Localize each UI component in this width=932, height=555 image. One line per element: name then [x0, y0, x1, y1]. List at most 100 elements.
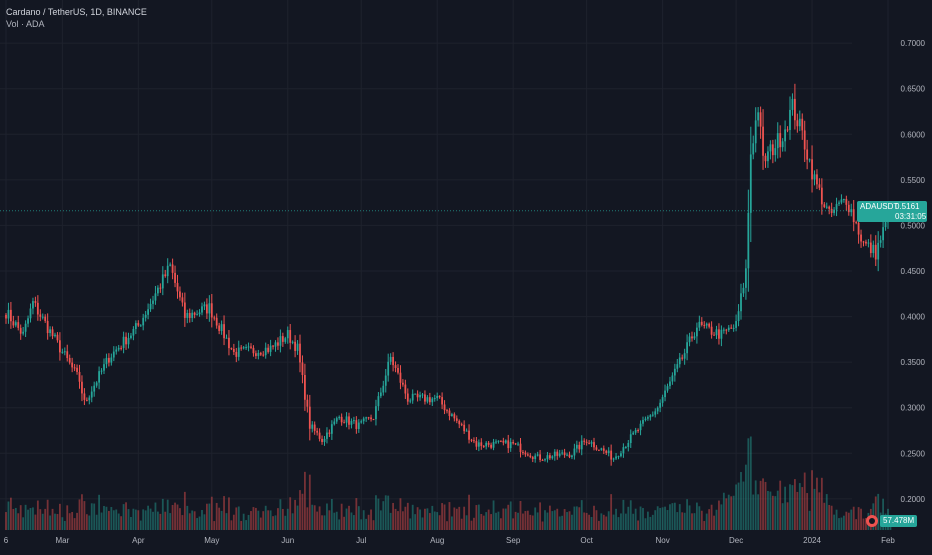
- volume-bar: [698, 506, 701, 530]
- volume-bar: [36, 500, 39, 530]
- volume-bar: [367, 514, 370, 530]
- candle-body: [100, 370, 103, 372]
- candle-body: [779, 133, 782, 148]
- volume-bar: [350, 512, 353, 530]
- volume-bar: [708, 509, 711, 530]
- candle-body: [424, 394, 426, 402]
- candle-body: [820, 187, 823, 205]
- candle-body: [696, 327, 698, 337]
- candle-body: [210, 303, 213, 318]
- candle-body: [541, 459, 544, 461]
- volume-bar: [607, 511, 610, 530]
- volume-bar: [659, 507, 662, 530]
- candle-body: [855, 222, 858, 224]
- volume-bar: [811, 470, 813, 530]
- candle-body: [745, 268, 747, 288]
- candle-body: [818, 184, 821, 188]
- candle-body: [796, 120, 799, 127]
- candle-body: [776, 133, 779, 149]
- price-axis[interactable]: 0.7000 0.6500 0.6000 0.5500 0.5000 0.4500 0.40…: [901, 39, 926, 504]
- candle-body: [237, 347, 240, 357]
- candle-body: [262, 354, 265, 356]
- volume-bar: [88, 515, 91, 530]
- candle-body: [781, 141, 784, 148]
- volume-bar: [448, 502, 451, 530]
- candle-body: [142, 317, 145, 326]
- volume-bar: [514, 511, 517, 530]
- volume-bar: [404, 506, 407, 530]
- volume-bar: [847, 512, 850, 530]
- candle-body: [720, 329, 723, 339]
- volume-bar: [174, 502, 176, 530]
- volume-bar: [593, 505, 595, 530]
- alert-badge-icon[interactable]: [866, 515, 878, 527]
- volume-bar: [482, 515, 485, 530]
- candle-body: [502, 440, 505, 443]
- candle-body: [578, 444, 581, 450]
- volume-bar: [808, 510, 811, 530]
- volume-bar: [267, 510, 270, 530]
- time-tick-label: 6: [4, 536, 9, 545]
- candle-body: [5, 314, 7, 319]
- volume-bar: [693, 513, 696, 530]
- volume-bar: [370, 509, 372, 530]
- volume-bar: [504, 508, 507, 530]
- candle-body: [661, 397, 664, 403]
- candle-body: [605, 450, 608, 454]
- volume-bar: [838, 518, 840, 530]
- candle-body: [470, 439, 473, 441]
- candle-body: [7, 309, 10, 319]
- time-axis[interactable]: 6 Mar Apr May Jun Jul Aug Sep Oct Nov Dec 2024 Feb: [4, 536, 896, 545]
- volume-bar: [424, 508, 426, 530]
- time-tick-label: Apr: [132, 536, 145, 545]
- volume-bar: [198, 516, 201, 530]
- candle-body: [301, 362, 304, 376]
- candle-body: [281, 336, 284, 342]
- candle-body: [539, 454, 541, 460]
- candle-body: [823, 204, 826, 207]
- candle-body: [117, 347, 120, 350]
- volume-bar: [776, 490, 779, 530]
- volume-bar: [784, 486, 786, 530]
- candle-body: [59, 340, 61, 353]
- candle-body: [617, 456, 620, 458]
- volume-bar: [122, 504, 125, 530]
- volume-bar: [602, 514, 605, 530]
- volume-bar: [14, 507, 17, 530]
- candle-body: [294, 341, 296, 351]
- candle-body: [355, 420, 358, 429]
- candle-body: [154, 293, 157, 301]
- candle-body: [835, 203, 838, 210]
- candle-body: [255, 353, 257, 356]
- volume-bar: [161, 498, 164, 530]
- volume-bar: [759, 480, 762, 530]
- volume-bar: [130, 516, 132, 530]
- candle-body: [73, 367, 76, 369]
- candle-body: [693, 336, 696, 339]
- candle-body: [556, 451, 559, 456]
- candle-body: [289, 330, 292, 343]
- candle-body: [825, 206, 828, 208]
- candle-body: [732, 327, 735, 329]
- candle-body: [553, 451, 556, 457]
- volume-bar: [588, 514, 590, 530]
- time-tick-label: 2024: [803, 536, 821, 545]
- volume-bar: [183, 491, 186, 530]
- volume-bar: [411, 504, 414, 530]
- candle-body: [762, 126, 764, 156]
- volume-bar: [843, 515, 845, 530]
- volume-bar: [220, 510, 223, 530]
- volume-bar: [365, 518, 368, 530]
- candle-body: [169, 264, 172, 266]
- volume-bar: [328, 510, 331, 530]
- volume-bar: [725, 498, 728, 530]
- candle-body: [718, 329, 720, 339]
- candle-body: [509, 442, 512, 449]
- volume-bar: [502, 508, 505, 530]
- volume-bar: [181, 515, 184, 530]
- volume-bar: [691, 513, 693, 530]
- candle-body: [884, 222, 887, 228]
- candle-body: [602, 448, 605, 451]
